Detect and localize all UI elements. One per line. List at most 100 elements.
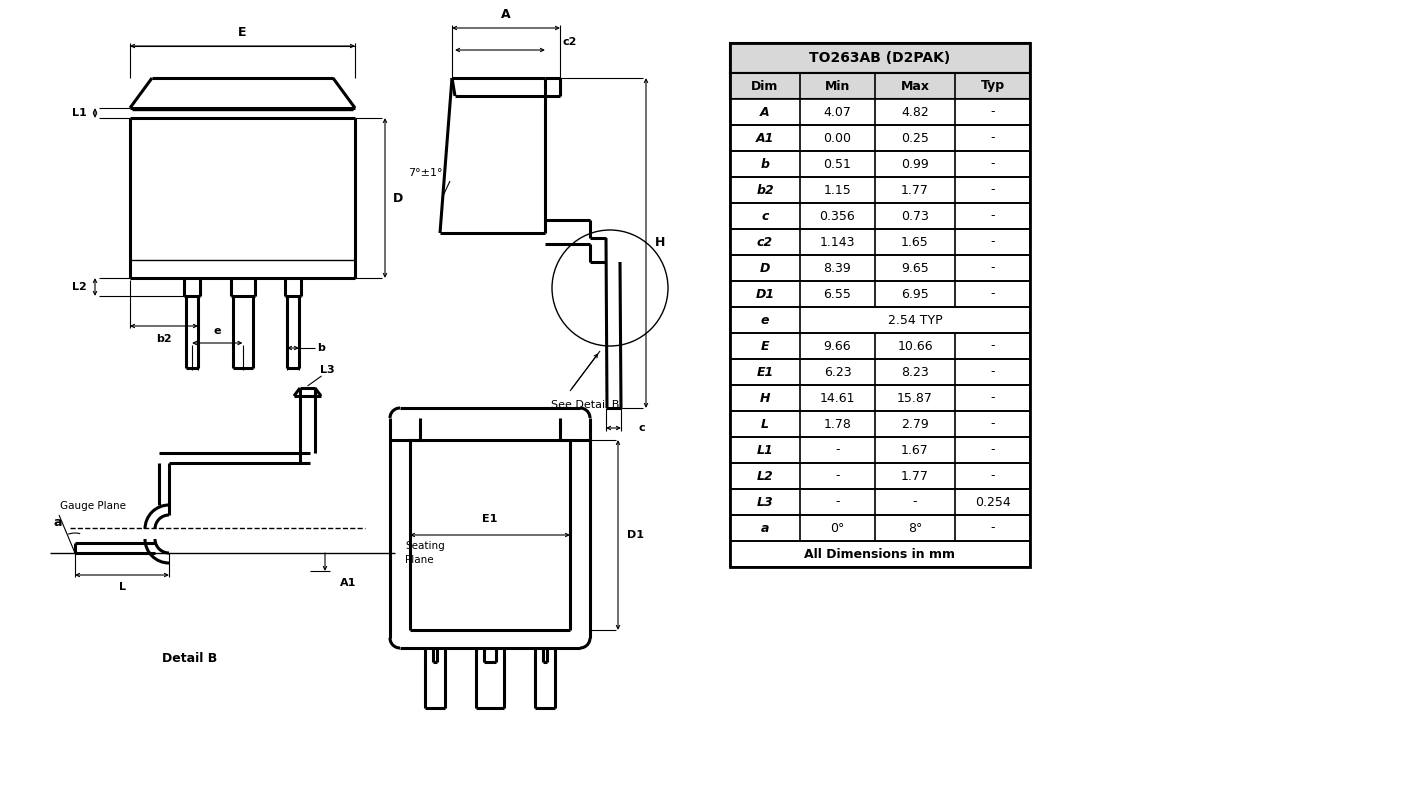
Text: All Dimensions in mm: All Dimensions in mm [805,547,956,560]
Text: 4.82: 4.82 [902,105,929,118]
Text: L2: L2 [71,282,87,292]
Bar [730,43,1030,73]
Text: -: - [990,392,995,405]
Text: 0.00: 0.00 [824,132,852,144]
Text: 0.99: 0.99 [902,157,929,171]
Text: -: - [913,496,917,508]
Text: c: c [761,210,768,223]
Bar [730,73,1030,99]
Text: H: H [760,392,770,405]
Text: -: - [990,444,995,456]
Bar [730,255,1030,281]
Text: 0.73: 0.73 [902,210,929,223]
Text: e: e [213,326,222,336]
Text: -: - [990,184,995,196]
Text: 0.356: 0.356 [819,210,855,223]
Text: b2: b2 [156,334,172,344]
Text: Max: Max [900,80,930,93]
Text: E1: E1 [483,514,497,524]
Text: 1.67: 1.67 [902,444,929,456]
Text: -: - [990,417,995,430]
Text: 7°±1°: 7°±1° [408,168,442,178]
Text: -: - [990,339,995,353]
Text: a: a [761,522,770,535]
Text: c2: c2 [562,37,577,47]
Text: -: - [990,235,995,248]
Text: A1: A1 [339,578,356,588]
Text: 1.65: 1.65 [902,235,929,248]
Text: 8°: 8° [907,522,922,535]
Text: E1: E1 [757,365,774,378]
Bar [730,125,1030,151]
Text: D1: D1 [628,530,645,540]
Text: -: - [990,287,995,301]
Bar [730,489,1030,515]
Bar [730,307,1030,333]
Text: 0.51: 0.51 [824,157,852,171]
Text: 6.55: 6.55 [824,287,852,301]
Text: 6.95: 6.95 [902,287,929,301]
Text: 8.23: 8.23 [902,365,929,378]
Bar [730,177,1030,203]
Text: TO263AB (D2PAK): TO263AB (D2PAK) [809,51,950,65]
Text: E: E [239,26,247,39]
Bar [730,463,1030,489]
Text: -: - [990,210,995,223]
Text: a: a [54,516,62,530]
Text: A: A [501,9,511,22]
Text: -: - [990,132,995,144]
Bar [730,541,1030,567]
Text: L3: L3 [757,496,774,508]
Text: D1: D1 [755,287,774,301]
Text: 6.23: 6.23 [824,365,852,378]
Text: 14.61: 14.61 [819,392,855,405]
Text: c: c [639,423,645,433]
Text: 1.143: 1.143 [819,235,855,248]
Text: -: - [990,365,995,378]
Text: Plane: Plane [405,555,433,565]
Text: 1.77: 1.77 [902,469,929,483]
Bar [730,359,1030,385]
Text: 2.79: 2.79 [902,417,929,430]
Bar [730,385,1030,411]
Text: -: - [990,262,995,275]
Bar [730,43,1030,567]
Text: 1.77: 1.77 [902,184,929,196]
Bar [730,99,1030,125]
Text: 15.87: 15.87 [897,392,933,405]
Text: Gauge Plane: Gauge Plane [60,501,126,511]
Text: Typ: Typ [980,80,1004,93]
Text: L: L [761,417,770,430]
Text: 4.07: 4.07 [824,105,852,118]
Text: -: - [835,496,839,508]
Text: See Detail B: See Detail B [551,400,619,410]
Text: L2: L2 [757,469,774,483]
Text: 1.15: 1.15 [824,184,852,196]
Text: -: - [990,105,995,118]
Text: 9.65: 9.65 [902,262,929,275]
Bar [730,515,1030,541]
Text: D: D [760,262,770,275]
Text: Dim: Dim [751,80,778,93]
Text: -: - [990,157,995,171]
Text: 9.66: 9.66 [824,339,852,353]
Bar [730,281,1030,307]
Text: Detail B: Detail B [162,651,217,665]
Text: -: - [835,469,839,483]
Text: L1: L1 [757,444,774,456]
Text: A: A [760,105,770,118]
Text: L3: L3 [320,365,335,375]
Bar [730,229,1030,255]
Text: 0°: 0° [831,522,845,535]
Text: L: L [118,582,125,592]
Text: 2.54 TYP: 2.54 TYP [888,314,943,326]
Bar [730,437,1030,463]
Text: H: H [655,236,665,250]
Bar [730,411,1030,437]
Text: L1: L1 [71,108,87,118]
Bar [730,333,1030,359]
Text: b: b [761,157,770,171]
Bar [730,203,1030,229]
Text: -: - [835,444,839,456]
Text: -: - [990,469,995,483]
